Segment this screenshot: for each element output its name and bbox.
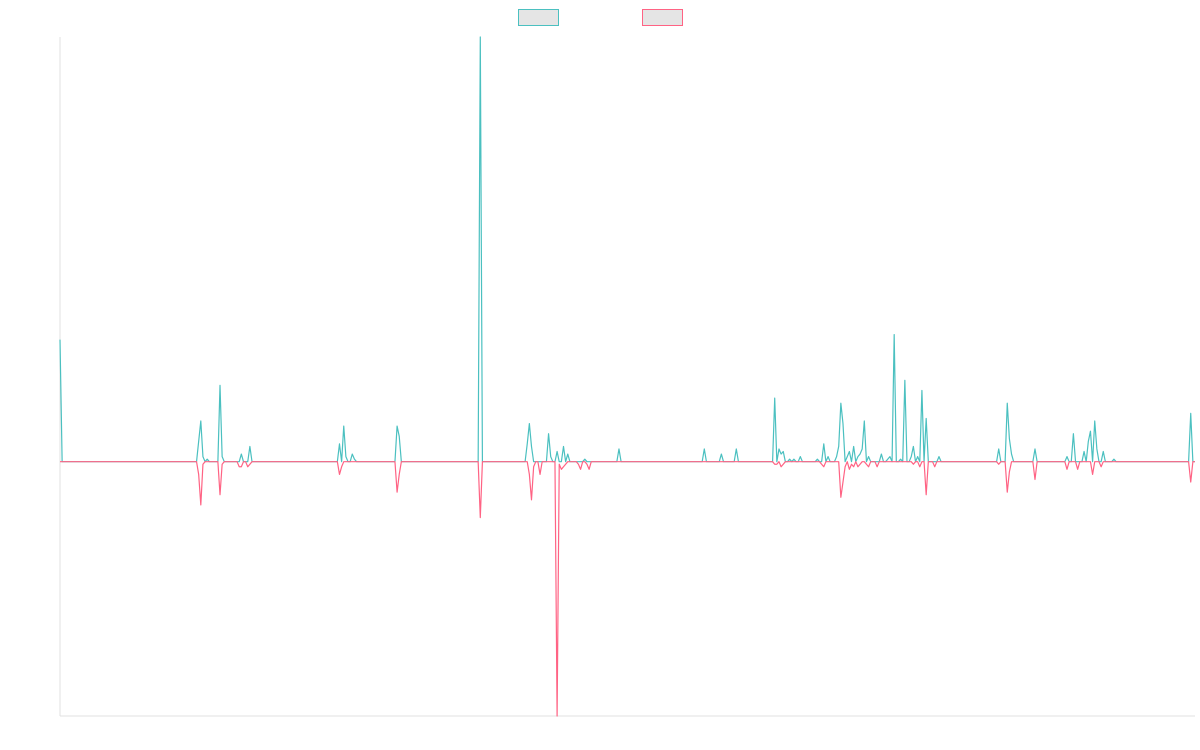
legend-item-2[interactable] bbox=[642, 9, 683, 26]
legend-swatch-2 bbox=[642, 9, 683, 26]
series-line-2 bbox=[60, 461, 1195, 717]
legend-swatch-1 bbox=[518, 9, 559, 26]
axes bbox=[59, 37, 1195, 717]
plot-area bbox=[59, 36, 1195, 717]
legend-item-1[interactable] bbox=[518, 9, 559, 26]
series-line-1 bbox=[59, 36, 1195, 463]
legend[interactable] bbox=[518, 9, 683, 26]
